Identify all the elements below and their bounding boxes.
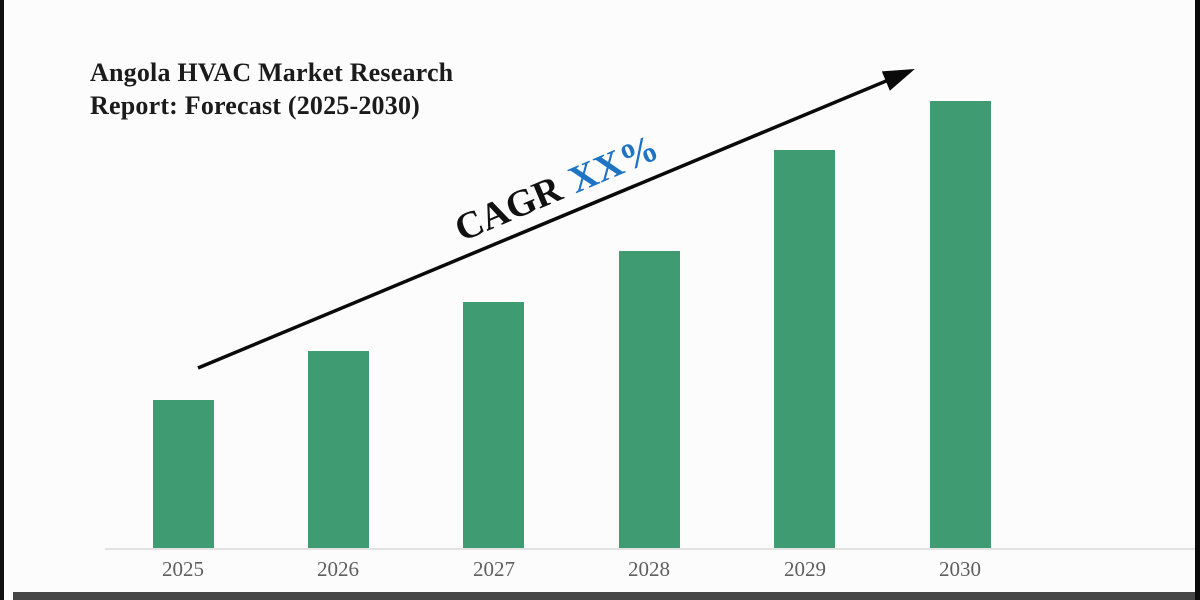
x-axis-line — [105, 548, 1195, 550]
bar-2029 — [774, 150, 835, 548]
chart-title: Angola HVAC Market Research Report: Fore… — [90, 56, 453, 122]
x-label-2027: 2027 — [473, 557, 515, 581]
bottom-border-bar — [13, 592, 1200, 600]
x-label-2026: 2026 — [317, 557, 359, 581]
bar-2028 — [619, 251, 680, 548]
chart-title-line1: Angola HVAC Market Research — [90, 58, 454, 87]
x-label-2030: 2030 — [939, 557, 981, 581]
trend-arrow-line — [197, 68, 915, 370]
bar-2030 — [930, 101, 991, 548]
bar-2025 — [153, 400, 214, 548]
right-border-bar — [1195, 0, 1200, 600]
bar-2027 — [463, 302, 524, 548]
chart-title-line2: Report: Forecast (2025-2030) — [90, 91, 421, 120]
x-label-2028: 2028 — [628, 557, 670, 581]
x-label-2029: 2029 — [784, 557, 826, 581]
left-border-bar — [0, 0, 4, 600]
x-label-2025: 2025 — [162, 557, 204, 581]
bar-2026 — [308, 351, 369, 548]
